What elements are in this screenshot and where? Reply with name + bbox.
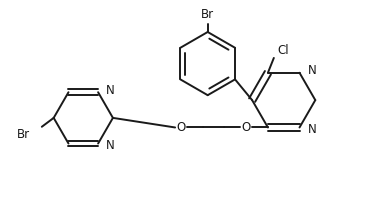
Text: Cl: Cl: [278, 44, 289, 56]
Text: O: O: [176, 121, 186, 134]
Text: Br: Br: [17, 128, 30, 141]
Text: N: N: [307, 64, 316, 77]
Text: N: N: [106, 84, 115, 97]
Text: Br: Br: [201, 8, 214, 21]
Text: O: O: [241, 121, 251, 134]
Text: N: N: [106, 139, 115, 152]
Text: N: N: [307, 123, 316, 136]
